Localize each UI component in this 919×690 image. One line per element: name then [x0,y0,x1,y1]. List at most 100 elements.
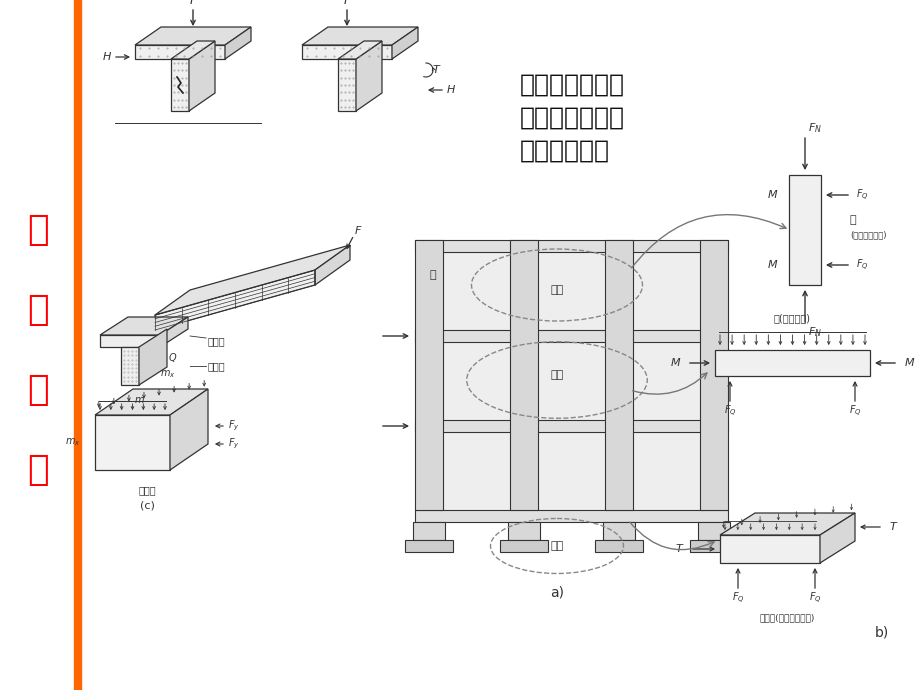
Text: M: M [670,358,679,368]
Bar [414,240,727,252]
Polygon shape [100,317,187,335]
Text: 挑檐梁(弯、剪扭构件): 挑檐梁(弯、剪扭构件) [758,613,814,622]
Bar [699,240,727,510]
Polygon shape [135,27,251,45]
Bar [414,240,443,510]
Text: 次梁: 次梁 [550,370,563,380]
Text: $F_y$: $F_y$ [228,437,240,451]
Bar [538,432,605,510]
Text: H: H [103,52,111,62]
Polygon shape [135,45,225,59]
Bar [443,342,509,420]
Text: 平面内扭矩。: 平面内扭矩。 [519,139,609,163]
Bar [443,252,509,330]
Polygon shape [171,59,188,111]
Text: M: M [766,190,777,200]
Text: H: H [447,85,455,95]
Bar [789,175,820,285]
Polygon shape [160,317,187,347]
Bar [414,510,727,522]
Polygon shape [188,41,215,111]
Text: 雨篷梁: 雨篷梁 [138,485,155,495]
Text: Q: Q [168,353,176,363]
Polygon shape [314,245,349,285]
Bar [507,522,539,540]
Bar [602,522,634,540]
Bar [443,432,509,510]
Bar [698,522,729,540]
Text: 梁(受弯构件): 梁(受弯构件) [773,313,810,323]
Text: 楼盖: 楼盖 [550,285,563,295]
Text: 基础: 基础 [550,541,563,551]
Text: P: P [189,0,197,6]
Polygon shape [100,335,160,347]
Text: M: M [766,260,777,270]
Text: 点: 点 [28,453,49,487]
Text: T: T [889,522,896,532]
Text: m: m [134,395,143,405]
Bar [404,540,452,552]
Text: M: M [904,358,913,368]
Polygon shape [819,513,854,563]
Bar [499,540,548,552]
Polygon shape [139,329,167,385]
Text: $F_Q$: $F_Q$ [808,591,821,606]
Text: F: F [355,226,361,236]
Polygon shape [170,389,208,470]
Polygon shape [301,45,391,59]
Bar [632,342,699,420]
Bar [538,342,605,420]
Polygon shape [301,27,417,45]
Text: (c): (c) [140,500,154,510]
Text: (偏心受压构件): (偏心受压构件) [849,230,886,239]
Text: $F_Q$: $F_Q$ [723,404,735,419]
Polygon shape [337,59,356,111]
Bar [595,540,642,552]
Bar [414,420,727,432]
Text: $F_Q$: $F_Q$ [855,257,868,273]
Polygon shape [391,27,417,59]
Polygon shape [154,245,349,315]
Polygon shape [225,27,251,59]
Text: 雨篷板: 雨篷板 [207,336,224,346]
Polygon shape [171,41,215,59]
Bar [689,540,737,552]
Polygon shape [95,389,208,415]
Bar [632,432,699,510]
Text: 特: 特 [28,373,49,407]
Text: a): a) [550,585,563,599]
Text: $F_Q$: $F_Q$ [847,404,860,419]
Text: 柱: 柱 [849,215,856,225]
Text: 受: 受 [28,213,49,247]
Text: $m_x$: $m_x$ [65,436,81,448]
Polygon shape [337,41,381,59]
Text: $F_y$: $F_y$ [228,419,240,433]
Text: T: T [675,544,681,554]
Text: 截面承受作用在: 截面承受作用在 [519,73,624,97]
Bar [509,240,538,510]
Text: 板: 板 [429,270,436,280]
Bar [538,252,605,330]
Polygon shape [95,415,170,470]
Polygon shape [356,41,381,111]
Text: 力: 力 [28,293,49,327]
Polygon shape [720,513,854,535]
Text: b): b) [874,626,889,640]
Polygon shape [720,535,819,563]
Text: $F_Q$: $F_Q$ [731,591,743,606]
Text: $m_x$: $m_x$ [160,368,176,380]
Text: $F_N$: $F_N$ [807,121,821,135]
Polygon shape [154,270,314,330]
Polygon shape [121,347,139,385]
Bar [714,350,869,376]
Text: 雨篷梁: 雨篷梁 [207,361,224,371]
Text: $F_N$: $F_N$ [807,325,821,339]
Text: P: P [343,0,350,6]
Bar [632,252,699,330]
Text: T: T [432,65,439,75]
Bar [605,240,632,510]
Text: 垂直于构件轴线: 垂直于构件轴线 [519,106,624,130]
Bar [413,522,445,540]
Text: $F_Q$: $F_Q$ [855,188,868,203]
Bar [414,330,727,342]
